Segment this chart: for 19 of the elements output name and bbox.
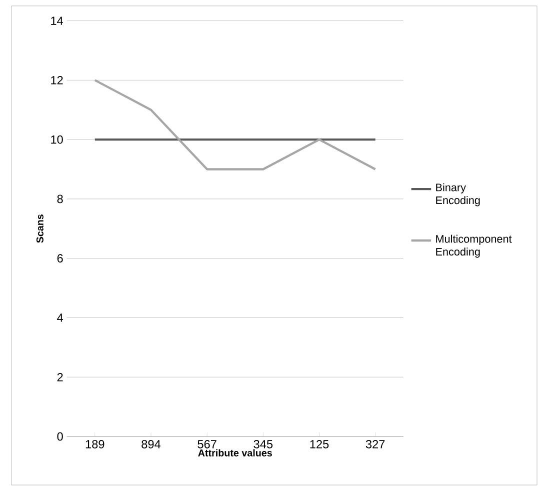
y-tick-label: 2	[57, 372, 63, 382]
x-axis-title: Attribute values	[198, 449, 272, 456]
y-tick-label: 4	[57, 314, 64, 322]
y-axis-title: Scans	[36, 214, 44, 243]
y-tick-label: 10	[51, 135, 63, 144]
x-tick-label: 327	[366, 440, 385, 448]
y-tick-label: 8	[57, 194, 63, 204]
y-tick-label: 12	[51, 76, 63, 84]
x-tick-label: 189	[86, 440, 104, 448]
x-tick-label: 894	[142, 440, 161, 448]
legend-label: Binary Encoding	[436, 183, 480, 206]
line-series	[94, 79, 376, 170]
y-tick-label: 0	[57, 432, 63, 441]
x-tick-label: 567	[198, 440, 216, 448]
x-tick-label: 345	[254, 440, 273, 448]
legend-label: Multicomponent Encoding	[436, 234, 512, 258]
y-tick-label: 6	[57, 254, 63, 263]
y-tick-label: 14	[51, 16, 64, 25]
x-tick-label: 125	[310, 440, 329, 448]
